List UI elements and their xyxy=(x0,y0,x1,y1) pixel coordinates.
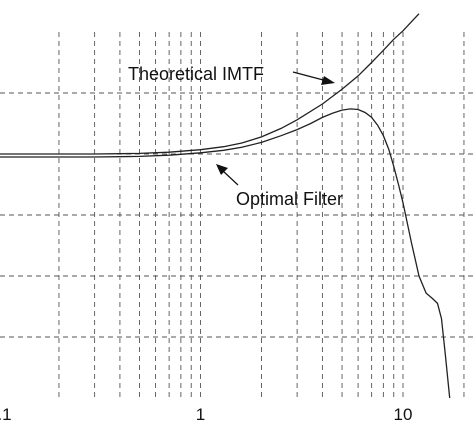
annotation-theoretical-imtf: Theoretical IMTF xyxy=(128,64,264,84)
annotation-optimal-filter: Optimal Filter xyxy=(236,189,343,209)
annotation-arrowhead-theoretical-imtf xyxy=(321,76,335,85)
annotation-arrowhead-optimal-filter xyxy=(216,164,228,175)
x-tick-label: 10 xyxy=(394,405,413,424)
series-line-1 xyxy=(0,13,420,155)
series-line-2 xyxy=(0,108,451,399)
x-tick-labels: 0.1 1 10 xyxy=(0,405,412,424)
annotation-arrow-optimal-filter xyxy=(222,170,239,186)
grid xyxy=(0,32,474,398)
annotation-arrow-theoretical-imtf xyxy=(292,71,328,82)
x-tick-label: 0.1 xyxy=(0,405,12,424)
annotations: Theoretical IMTF Optimal Filter xyxy=(128,64,343,209)
x-tick-label: 1 xyxy=(196,405,205,424)
series-group xyxy=(0,13,451,399)
